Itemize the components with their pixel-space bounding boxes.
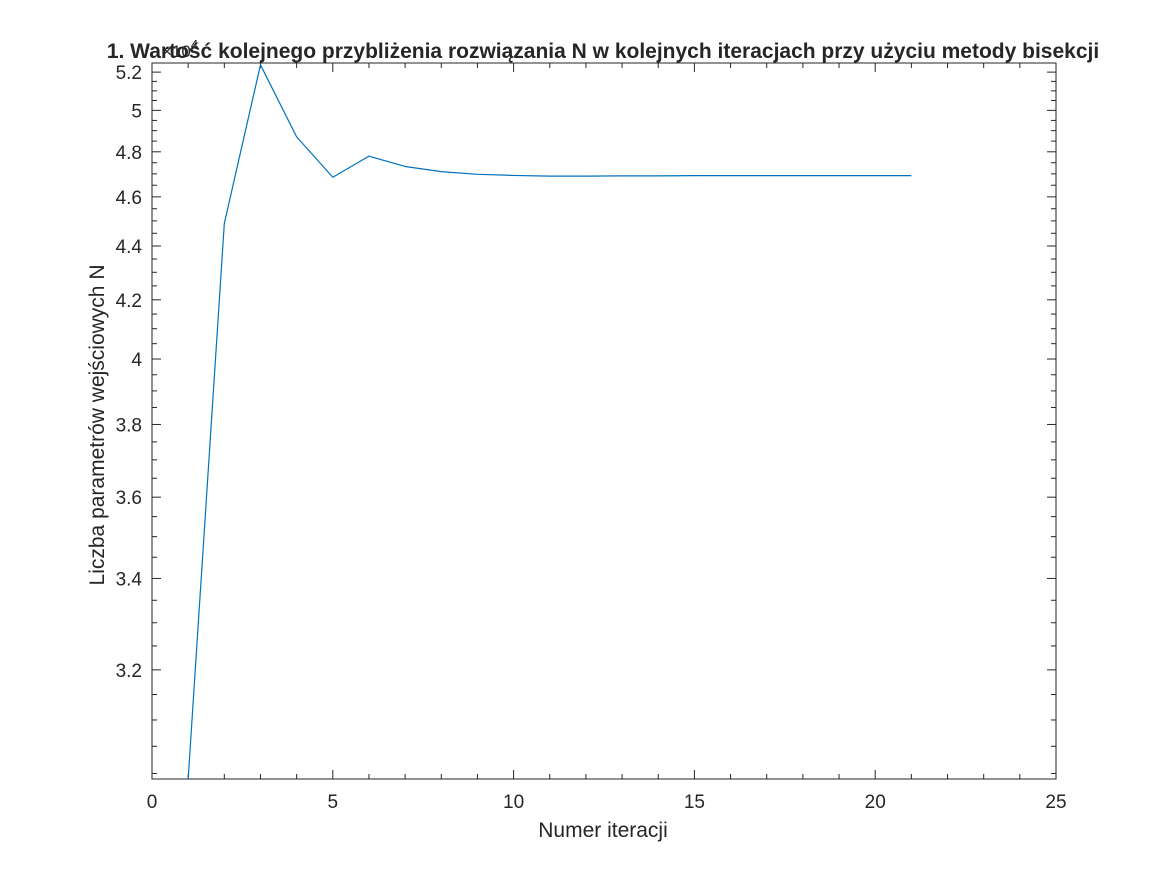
chart-title: 1. Wartość kolejnego przybliżenia rozwią… [107,40,1099,63]
y-axis-exponent: ×104 [162,37,198,61]
y-tick-label: 3.6 [116,488,142,509]
y-axis-exponent-base: ×10 [162,42,191,61]
y-axis-exponent-power: 4 [191,37,198,52]
x-axis-label: Numer iteracji [538,819,668,842]
x-tick-label: 5 [328,792,339,813]
y-tick-label: 4 [131,350,142,371]
plot-area: 0 5 10 15 20 25 3.2 3.4 3.6 3.8 4 4.2 4.4 4.6 4.8 5 5.2 [116,62,1067,813]
y-tick-label: 3.4 [116,569,143,590]
y-tick-label: 4.4 [116,237,143,258]
plot-background [152,63,1056,779]
series-line [187,64,912,780]
y-tick-label: 4.2 [116,291,142,312]
x-tick-label: 0 [147,792,158,813]
y-tick-label: 4.8 [116,143,142,164]
y-tick-label: 3.2 [116,661,142,682]
axes-box [151,62,1057,780]
x-tick-label: 20 [865,792,886,813]
y-tick-label: 5.2 [116,63,142,84]
y-tick-label: 5 [131,101,142,122]
x-tick-label: 15 [684,792,705,813]
y-tick-label: 3.8 [116,415,142,436]
x-tick-label: 10 [503,792,524,813]
y-tick-label: 4.6 [116,188,142,209]
x-tick-label: 25 [1045,792,1066,813]
y-axis-label: Liczba parametrów wejściowych N [86,265,109,586]
